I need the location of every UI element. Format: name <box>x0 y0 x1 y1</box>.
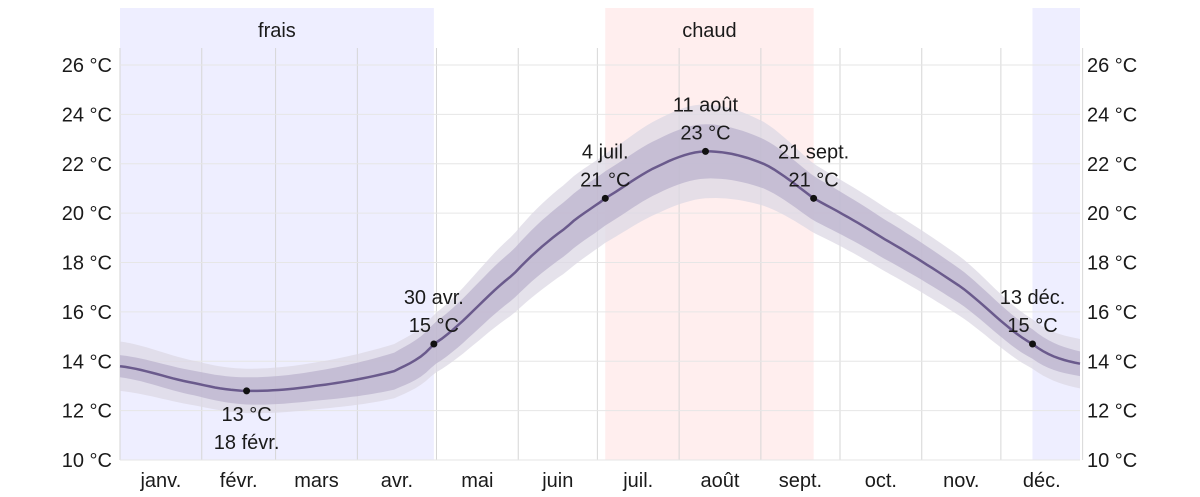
month-label: déc. <box>1023 470 1061 492</box>
y-tick-label-left: 16 °C <box>62 302 112 324</box>
season-band-frais <box>1032 8 1080 460</box>
annotation-point <box>430 340 438 348</box>
outer-band <box>120 104 1080 414</box>
y-tick-label-right: 22 °C <box>1087 154 1137 176</box>
annotation-temp: 21 °C <box>580 169 630 191</box>
y-tick-label-right: 20 °C <box>1087 203 1137 225</box>
annotation-date: 21 sept. <box>778 141 849 163</box>
temperature-bands <box>120 104 1080 414</box>
annotation-date: 30 avr. <box>404 287 464 309</box>
temperature-line <box>119 150 1081 393</box>
annotation-temp: 15 °C <box>409 315 459 337</box>
season-label-chaud: chaud <box>682 20 737 42</box>
annotation-temp: 21 °C <box>789 169 839 191</box>
annotation-date: 11 août <box>673 94 739 116</box>
month-label: juin <box>541 470 573 492</box>
y-tick-label-left: 26 °C <box>62 55 112 77</box>
y-tick-label-left: 14 °C <box>62 351 112 373</box>
y-tick-label-right: 10 °C <box>1087 450 1137 472</box>
month-label: févr. <box>220 470 258 492</box>
inner-band <box>120 124 1080 405</box>
month-label: janv. <box>139 470 181 492</box>
annotation-point <box>701 147 709 155</box>
y-tick-label-right: 24 °C <box>1087 104 1137 126</box>
season-label-frais: frais <box>258 20 296 42</box>
y-tick-label-left: 12 °C <box>62 401 112 423</box>
month-label: sept. <box>779 470 822 492</box>
axes: 10 °C 10 °C 12 °C 12 °C 14 °C 14 °C 16 °C 16 °C… <box>62 55 1138 492</box>
annotation-date: 13 déc. <box>1000 287 1066 309</box>
annotation-temp: 15 °C <box>1007 315 1057 337</box>
y-tick-label-left: 18 °C <box>62 253 112 275</box>
y-tick-label-right: 12 °C <box>1087 401 1137 423</box>
y-tick-label-right: 26 °C <box>1087 55 1137 77</box>
mean-temperature-line <box>119 150 1081 393</box>
y-tick-label-left: 20 °C <box>62 203 112 225</box>
y-tick-label-right: 16 °C <box>1087 302 1137 324</box>
annotations: 13 °C 18 févr. 30 avr. 15 °C 4 juil. 21 °C 11 … <box>214 94 1066 453</box>
annotation-date: 4 juil. <box>582 141 629 163</box>
annotation-temp: 13 °C <box>221 404 271 426</box>
annotation-point <box>810 194 818 202</box>
y-tick-label-left: 22 °C <box>62 154 112 176</box>
annotation-temp: 23 °C <box>680 122 730 144</box>
month-label: nov. <box>943 470 979 492</box>
month-label: juil. <box>622 470 653 492</box>
annotation-date: 18 févr. <box>214 432 280 454</box>
month-label: août <box>701 470 740 492</box>
season-band-chaud <box>605 8 814 460</box>
y-tick-label-right: 14 °C <box>1087 351 1137 373</box>
month-label: avr. <box>381 470 413 492</box>
month-label: mai <box>461 470 493 492</box>
month-label: mars <box>294 470 338 492</box>
y-tick-label-left: 10 °C <box>62 450 112 472</box>
annotation-point <box>601 194 609 202</box>
month-label: oct. <box>865 470 897 492</box>
annotation-point <box>243 387 251 395</box>
y-tick-label-left: 24 °C <box>62 104 112 126</box>
annotation-point <box>1029 340 1037 348</box>
y-tick-label-right: 18 °C <box>1087 253 1137 275</box>
